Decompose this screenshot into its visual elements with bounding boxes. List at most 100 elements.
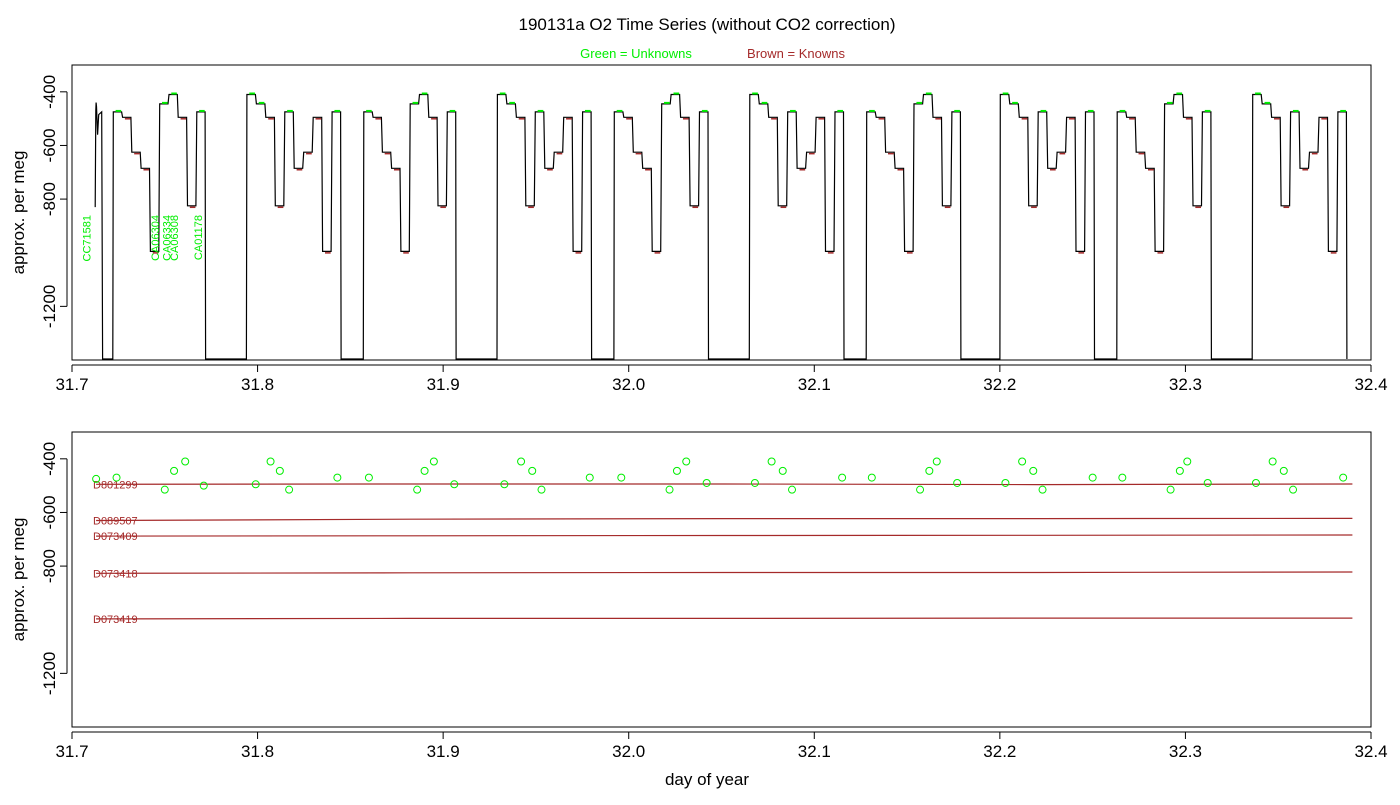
- bottom-panel: 31.7 31.8 31.9 32.0 32.1 32.2 32.3 32.4 -400 -600…: [9, 431, 1388, 761]
- unknown-point: [953, 478, 962, 487]
- unknown-point: [925, 466, 934, 475]
- unknown-point: [537, 485, 546, 494]
- reference-line: [96, 571, 1353, 574]
- x-tick-label: 32.3: [1169, 742, 1202, 761]
- sample-label: CA01178: [193, 215, 205, 260]
- unknown-point: [585, 473, 594, 482]
- unknown-point: [1339, 473, 1348, 482]
- unknown-point: [838, 473, 847, 482]
- unknown-point: [1166, 485, 1175, 494]
- x-tick-label: 31.8: [241, 375, 274, 394]
- unknown-point: [450, 480, 459, 489]
- unknown-point: [1251, 478, 1260, 487]
- unknown-point: [429, 457, 438, 466]
- y-axis: -400 -600 -800 -1200: [40, 75, 68, 328]
- unknown-point: [1289, 485, 1298, 494]
- unknown-point: [517, 457, 526, 466]
- y-axis: -400 -600 -800 -1200: [40, 442, 68, 695]
- unknown-point: [1088, 473, 1097, 482]
- x-tick-label: 32.0: [612, 375, 645, 394]
- unknown-point: [1038, 485, 1047, 494]
- reference-line: [96, 534, 1353, 537]
- y-axis-label: approx. per meg: [9, 518, 28, 642]
- reference-line: [96, 617, 1353, 620]
- x-tick-label: 31.7: [55, 375, 88, 394]
- reference-line: [96, 483, 1353, 486]
- unknown-point: [1183, 457, 1192, 466]
- unknown-point: [767, 457, 776, 466]
- x-tick-label: 32.2: [983, 742, 1016, 761]
- chart-title: 190131a O2 Time Series (without CO2 corr…: [518, 15, 895, 34]
- sample-label: CA06308: [169, 215, 181, 261]
- plot-frame: [71, 64, 1372, 361]
- unknown-point: [1175, 466, 1184, 475]
- plot-frame: [71, 431, 1372, 728]
- x-tick-label: 32.1: [798, 742, 831, 761]
- unknown-point: [665, 485, 674, 494]
- unknown-point: [1268, 457, 1277, 466]
- unknown-point: [867, 473, 876, 482]
- unknown-point: [788, 485, 797, 494]
- x-tick-label: 32.3: [1169, 375, 1202, 394]
- reference-line: [96, 517, 1353, 522]
- y-tick-label: -600: [40, 128, 59, 162]
- unknown-point: [266, 457, 275, 466]
- unknown-point: [528, 466, 537, 475]
- unknown-point: [750, 478, 759, 487]
- unknown-point: [275, 466, 284, 475]
- x-tick-label: 32.4: [1354, 375, 1387, 394]
- unknown-point: [199, 481, 208, 490]
- reference-line-label: D073409: [93, 531, 138, 543]
- x-tick-label: 32.2: [983, 375, 1016, 394]
- unknown-point: [333, 473, 342, 482]
- reference-line-label: D089507: [93, 516, 138, 528]
- x-tick-label: 31.7: [55, 742, 88, 761]
- unknown-point: [500, 480, 509, 489]
- unknown-point: [420, 466, 429, 475]
- y-tick-label: -800: [40, 182, 59, 216]
- unknown-point: [251, 480, 260, 489]
- unknown-point: [1001, 478, 1010, 487]
- unknown-point: [916, 485, 925, 494]
- unknown-point: [413, 485, 422, 494]
- unknown-point: [1203, 478, 1212, 487]
- y-tick-label: -800: [40, 549, 59, 583]
- y-tick-label: -400: [40, 75, 59, 109]
- x-axis: 31.7 31.8 31.9 32.0 32.1 32.2 32.3 32.4: [55, 364, 1388, 394]
- unknown-point: [932, 457, 941, 466]
- unknown-point: [1029, 466, 1038, 475]
- unknown-point: [285, 485, 294, 494]
- unknown-point: [1018, 457, 1027, 466]
- unknown-point: [617, 473, 626, 482]
- unknown-point: [682, 457, 691, 466]
- reference-line-label: D801299: [93, 479, 138, 491]
- x-tick-label: 32.4: [1354, 742, 1387, 761]
- sample-label: CA06304: [150, 215, 162, 261]
- unknown-point: [92, 474, 101, 483]
- sample-label: CC71581: [82, 215, 94, 261]
- x-tick-label: 32.1: [798, 375, 831, 394]
- x-tick-label: 31.8: [241, 742, 274, 761]
- legend-unknowns: Green = Unknowns: [580, 46, 692, 61]
- unknown-point: [364, 473, 373, 482]
- top-panel: 31.7 31.8 31.9 32.0 32.1 32.2 32.3 32.4 -400 -600…: [9, 64, 1388, 394]
- y-tick-label: -400: [40, 442, 59, 476]
- y-tick-label: -1200: [40, 285, 59, 328]
- unknown-point: [1118, 473, 1127, 482]
- sample-label: CA06334: [161, 215, 173, 261]
- x-tick-label: 31.9: [427, 375, 460, 394]
- unknown-point: [112, 473, 121, 482]
- reference-line-label: D073419: [93, 614, 138, 626]
- y-tick-label: -600: [40, 495, 59, 529]
- y-axis-label: approx. per meg: [9, 151, 28, 275]
- unknown-point: [702, 478, 711, 487]
- legend-knowns: Brown = Knowns: [747, 46, 845, 61]
- reference-line-label: D073418: [93, 568, 138, 580]
- x-axis: 31.7 31.8 31.9 32.0 32.1 32.2 32.3 32.4: [55, 731, 1388, 761]
- x-tick-label: 31.9: [427, 742, 460, 761]
- unknown-point: [1279, 466, 1288, 475]
- x-tick-label: 32.0: [612, 742, 645, 761]
- o2-trace-line: [94, 93, 1348, 360]
